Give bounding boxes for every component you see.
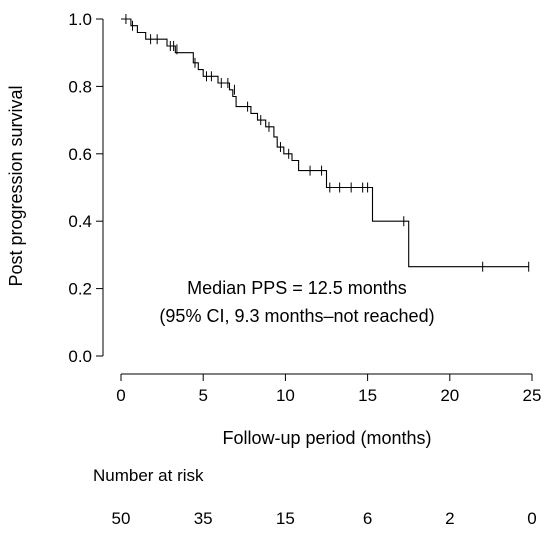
y-tick-label: 0.2 bbox=[68, 280, 92, 299]
survival-step-line bbox=[121, 18, 529, 268]
x-tick-label: 25 bbox=[523, 386, 542, 405]
y-tick-label: 0.6 bbox=[68, 145, 92, 164]
y-axis-label: Post progression survival bbox=[6, 85, 26, 286]
risk-count: 50 bbox=[111, 509, 131, 528]
risk-count: 15 bbox=[275, 509, 295, 528]
x-tick-label: 20 bbox=[440, 386, 459, 405]
x-tick-label: 0 bbox=[116, 386, 125, 405]
x-axis-label: Follow-up period (months) bbox=[222, 428, 431, 448]
risk-table-title: Number at risk bbox=[93, 466, 204, 485]
survival-curve bbox=[121, 18, 529, 268]
axes: 0.0 0.2 0.4 0.6 0.8 1.0 0 5 10 15 20 25 bbox=[68, 10, 541, 405]
risk-count: 2 bbox=[445, 509, 455, 528]
x-tick-label: 5 bbox=[198, 386, 207, 405]
risk-count: 35 bbox=[193, 509, 213, 528]
y-tick-label: 0.4 bbox=[68, 212, 92, 231]
y-tick-label: 0.0 bbox=[68, 347, 92, 366]
x-tick-label: 15 bbox=[358, 386, 377, 405]
y-tick-label: 0.8 bbox=[68, 77, 92, 96]
y-tick-label: 1.0 bbox=[68, 10, 92, 29]
risk-count: 6 bbox=[362, 509, 373, 528]
median-annotation-line2: (95% CI, 9.3 months–not reached) bbox=[159, 306, 434, 326]
risk-count: 0 bbox=[527, 509, 537, 528]
kaplan-meier-chart: 0.0 0.2 0.4 0.6 0.8 1.0 0 5 10 15 20 25 Post progre… bbox=[6, 10, 541, 448]
median-annotation-line1: Median PPS = 12.5 months bbox=[187, 278, 407, 298]
x-tick-label: 10 bbox=[276, 386, 295, 405]
censor-marks bbox=[125, 14, 530, 272]
